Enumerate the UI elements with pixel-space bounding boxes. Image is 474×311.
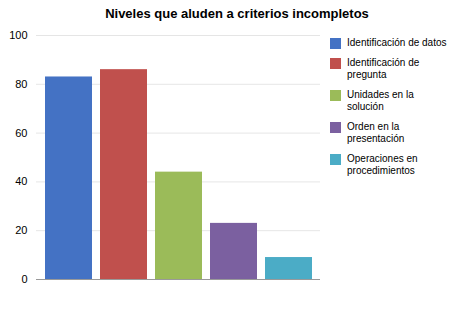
html-text:Orden en la presentación: Orden en la presentación [347,121,405,144]
svg-text:80: 80 [15,78,27,90]
html-text:Unidades en la solución: Unidades en la solución [347,89,414,112]
svg-text:40: 40 [15,175,27,187]
html-text:Identificación de pregunta: Identificación de pregunta [347,57,420,80]
svg-text:0: 0 [21,273,27,285]
html-text:Niveles que aluden a criterios: Niveles que aluden a criterios incomplet… [105,6,369,21]
svg-text:20: 20 [15,224,27,236]
svg-text:60: 60 [15,127,27,139]
svg-text:100: 100 [9,29,27,41]
html-text:Operaciones en procedimientos: Operaciones en procedimientos [347,153,418,176]
html-text:Identificación de datos: Identificación de datos [347,37,447,48]
